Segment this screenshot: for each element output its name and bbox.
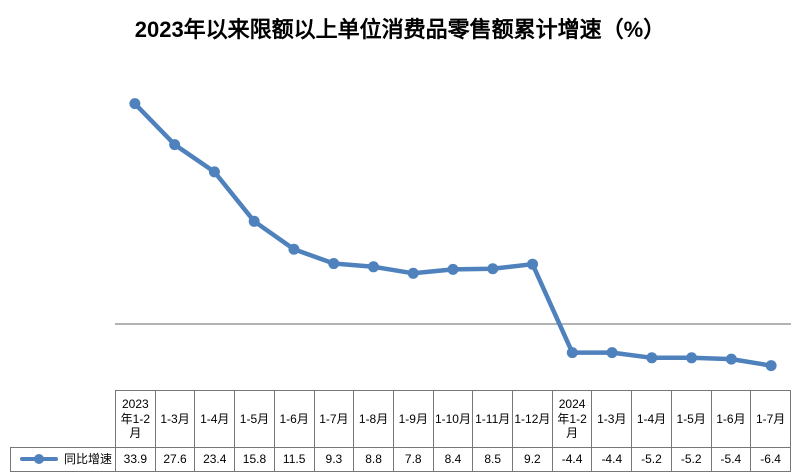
table-value-cell: 7.8 (392, 447, 434, 472)
table-value-row: 同比增速 33.9 27.6 23.4 15.8 11.5 9.3 8.8 7.8 8.4 8.5… (10, 447, 791, 472)
table-header-row: 2023年1-2月 1-3月 1-4月 1-5月 1-6月 1-7月 1-8月 1-9月 1-1… (11, 390, 791, 448)
data-point-marker (725, 353, 737, 365)
legend-line-marker-icon (20, 454, 58, 465)
data-point-marker (129, 98, 141, 110)
table-value-cell: 9.3 (313, 447, 355, 472)
data-point-marker (566, 347, 578, 359)
table-category-header: 1-6月 (710, 390, 752, 448)
table-category-header: 1-4月 (194, 390, 236, 448)
data-point-marker (606, 347, 618, 359)
table-category-header: 1-12月 (512, 390, 553, 448)
table-value-cell: -4.4 (551, 447, 593, 472)
data-point-marker (765, 360, 777, 372)
legend-dot-icon (34, 454, 44, 465)
table-value-cell: 9.2 (512, 447, 553, 472)
data-point-marker (328, 258, 340, 270)
data-point-marker (288, 243, 300, 255)
table-value-cell: -4.4 (591, 447, 633, 472)
table-value-cell: -5.2 (631, 447, 672, 472)
data-point-marker (248, 215, 260, 227)
table-value-cell: 8.5 (472, 447, 514, 472)
table-value-cell: 27.6 (154, 447, 196, 472)
table-value-cell: -5.4 (710, 447, 752, 472)
table-value-cell: 8.4 (432, 447, 474, 472)
legend: 同比增速 (12, 452, 114, 466)
data-point-marker (169, 139, 181, 151)
data-point-marker (208, 166, 220, 178)
table-category-header: 1-10月 (432, 390, 474, 448)
table-category-header: 1-7月 (313, 390, 355, 448)
table-category-header: 1-8月 (353, 390, 394, 448)
table-category-header: 1-4月 (631, 390, 672, 448)
legend-cell: 同比增速 (10, 447, 116, 472)
data-point-marker (686, 352, 698, 364)
table-value-cell: 15.8 (234, 447, 275, 472)
legend-series-label: 同比增速 (64, 452, 113, 467)
table-category-header: 1-6月 (273, 390, 315, 448)
series-line (132, 101, 774, 368)
data-point-marker (447, 263, 459, 275)
data-point-marker (527, 258, 539, 270)
table-value-cell: 8.8 (353, 447, 394, 472)
table-category-header: 1-9月 (392, 390, 434, 448)
table-value-cell: -6.4 (750, 447, 791, 472)
table-category-header: 1-3月 (154, 390, 196, 448)
data-point-marker (487, 263, 499, 275)
table-value-cell: -5.2 (670, 447, 712, 472)
table-category-header: 1-11月 (472, 390, 514, 448)
table-category-header: 1-5月 (670, 390, 712, 448)
table-category-header: 2023年1-2月 (115, 390, 156, 448)
table-corner-cell (11, 391, 116, 448)
table-category-header: 1-5月 (234, 390, 275, 448)
data-point-marker (367, 261, 379, 273)
table-value-cell: 23.4 (194, 447, 236, 472)
data-point-marker (646, 352, 658, 364)
chart-title: 2023年以来限额以上单位消费品零售额累计增速（%） (134, 17, 666, 42)
table-value-cell: 11.5 (273, 447, 315, 472)
table-category-header: 1-3月 (591, 390, 633, 448)
chart-data-table: 2023年1-2月 1-3月 1-4月 1-5月 1-6月 1-7月 1-8月 1-9月 1-1… (10, 390, 791, 472)
table-category-header: 1-7月 (750, 390, 791, 448)
data-point-marker (407, 267, 419, 279)
table-category-header: 2024年1-2月 (551, 390, 593, 448)
table-value-cell: 33.9 (115, 447, 156, 472)
